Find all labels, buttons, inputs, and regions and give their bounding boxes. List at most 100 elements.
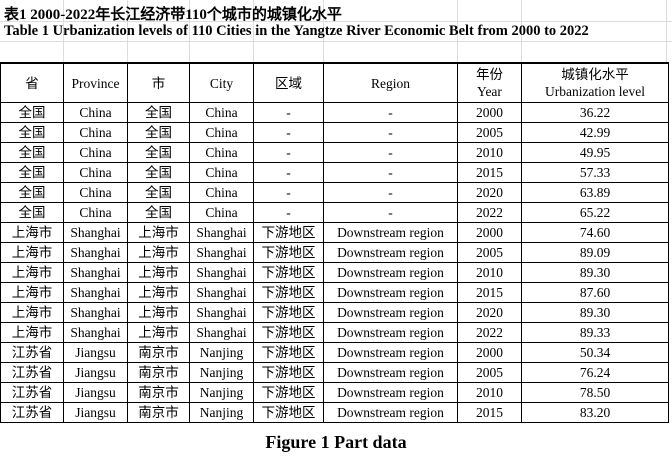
cell-urbanization-level: 57.33 <box>521 162 669 183</box>
cell-year: 2022 <box>457 202 522 223</box>
cell-region-en: Downstream region <box>323 282 458 303</box>
cell-urbanization-level: 42.99 <box>521 122 669 143</box>
table-row: 上海市 Shanghai 上海市 Shanghai 下游地区 Downstream reg… <box>0 322 669 343</box>
cell-year: 2005 <box>457 362 522 383</box>
cell-city-en: China <box>189 202 254 223</box>
header-year-en: Year <box>477 84 502 99</box>
cell-province-en: Jiangsu <box>63 382 128 403</box>
header-urbanization-en: Urbanization level <box>544 84 646 99</box>
cell-province-zh: 上海市 <box>0 282 64 303</box>
gridline <box>323 0 324 62</box>
cell-region-en: Downstream region <box>323 302 458 323</box>
cell-urbanization-level: 50.34 <box>521 342 669 363</box>
cell-region-zh: 下游地区 <box>253 362 324 383</box>
cell-urbanization-level: 63.89 <box>521 182 669 203</box>
cell-region-en: Downstream region <box>323 362 458 383</box>
cell-city-zh: 上海市 <box>127 282 190 303</box>
header-city-en: City <box>189 62 254 103</box>
cell-province-zh: 全国 <box>0 142 64 163</box>
cell-region-zh: 下游地区 <box>253 222 324 243</box>
cell-region-zh: 下游地区 <box>253 282 324 303</box>
cell-city-en: Shanghai <box>189 222 254 243</box>
gridline <box>0 41 672 42</box>
gridline <box>521 0 522 62</box>
cell-region-zh: 下游地区 <box>253 322 324 343</box>
table-row: 上海市 Shanghai 上海市 Shanghai 下游地区 Downstream reg… <box>0 302 669 323</box>
table-row: 上海市 Shanghai 上海市 Shanghai 下游地区 Downstream reg… <box>0 222 669 243</box>
cell-region-en: Downstream region <box>323 402 458 423</box>
table-row: 江苏省 Jiangsu 南京市 Nanjing 下游地区 Downstream regio… <box>0 362 669 383</box>
header-region-zh: 区域 <box>253 62 324 103</box>
cell-city-zh: 全国 <box>127 102 190 123</box>
cell-region-zh: - <box>253 202 324 223</box>
cell-urbanization-level: 36.22 <box>521 102 669 123</box>
cell-year: 2010 <box>457 142 522 163</box>
gridline <box>666 0 667 62</box>
cell-urbanization-level: 78.50 <box>521 382 669 403</box>
cell-region-zh: - <box>253 162 324 183</box>
cell-province-en: Jiangsu <box>63 362 128 383</box>
cell-region-en: Downstream region <box>323 322 458 343</box>
cell-region-en: Downstream region <box>323 342 458 363</box>
cell-city-zh: 全国 <box>127 182 190 203</box>
cell-city-zh: 南京市 <box>127 342 190 363</box>
cell-province-en: China <box>63 162 128 183</box>
cell-urbanization-level: 89.09 <box>521 242 669 263</box>
table-title-chinese: 表1 2000-2022年长江经济带110个城市的城镇化水平 <box>4 7 342 23</box>
cell-urbanization-level: 65.22 <box>521 202 669 223</box>
cell-city-en: China <box>189 122 254 143</box>
cell-city-en: Shanghai <box>189 262 254 283</box>
cell-province-zh: 江苏省 <box>0 362 64 383</box>
cell-province-en: China <box>63 142 128 163</box>
cell-city-en: China <box>189 182 254 203</box>
table-title-english: Table 1 Urbanization levels of 110 Citie… <box>4 23 589 39</box>
cell-province-zh: 上海市 <box>0 262 64 283</box>
cell-city-zh: 全国 <box>127 122 190 143</box>
table-row: 上海市 Shanghai 上海市 Shanghai 下游地区 Downstream reg… <box>0 242 669 263</box>
cell-year: 2000 <box>457 222 522 243</box>
cell-urbanization-level: 76.24 <box>521 362 669 383</box>
cell-province-zh: 上海市 <box>0 302 64 323</box>
cell-year: 2000 <box>457 342 522 363</box>
cell-city-en: China <box>189 102 254 123</box>
cell-region-zh: 下游地区 <box>253 302 324 323</box>
cell-city-zh: 上海市 <box>127 322 190 343</box>
cell-province-en: Jiangsu <box>63 342 128 363</box>
cell-province-en: Shanghai <box>63 242 128 263</box>
cell-city-en: Nanjing <box>189 362 254 383</box>
table-row: 江苏省 Jiangsu 南京市 Nanjing 下游地区 Downstream regio… <box>0 382 669 403</box>
table-row: 全国 China 全国 China - -2005 42.99 <box>0 122 669 143</box>
cell-city-zh: 全国 <box>127 162 190 183</box>
cell-region-en: Downstream region <box>323 262 458 283</box>
cell-urbanization-level: 87.60 <box>521 282 669 303</box>
cell-province-zh: 江苏省 <box>0 342 64 363</box>
cell-year: 2020 <box>457 182 522 203</box>
cell-province-en: Shanghai <box>63 302 128 323</box>
cell-year: 2015 <box>457 162 522 183</box>
cell-urbanization-level: 83.20 <box>521 402 669 423</box>
cell-region-en: Downstream region <box>323 222 458 243</box>
table-row: 上海市 Shanghai 上海市 Shanghai 下游地区 Downstream reg… <box>0 262 669 283</box>
cell-province-en: China <box>63 122 128 143</box>
cell-city-zh: 上海市 <box>127 262 190 283</box>
cell-city-en: China <box>189 142 254 163</box>
cell-region-en: - <box>323 202 458 223</box>
cell-region-en: Downstream region <box>323 382 458 403</box>
cell-year: 2005 <box>457 122 522 143</box>
table-row: 全国 China 全国 China - -2020 63.89 <box>0 182 669 203</box>
cell-province-en: China <box>63 202 128 223</box>
gridline <box>127 0 128 62</box>
gridline <box>63 0 64 62</box>
cell-year: 2020 <box>457 302 522 323</box>
header-region-en: Region <box>323 62 458 103</box>
cell-city-en: Nanjing <box>189 382 254 403</box>
cell-region-zh: - <box>253 142 324 163</box>
table-body: 全国 China 全国 China - -2000 36.22 全国 China 全国 China -… <box>0 102 669 423</box>
cell-province-en: Shanghai <box>63 322 128 343</box>
cell-city-zh: 南京市 <box>127 362 190 383</box>
cell-city-zh: 全国 <box>127 202 190 223</box>
cell-urbanization-level: 89.30 <box>521 262 669 283</box>
cell-province-en: China <box>63 182 128 203</box>
header-urbanization-zh: 城镇化水平 <box>561 67 629 82</box>
cell-urbanization-level: 89.30 <box>521 302 669 323</box>
